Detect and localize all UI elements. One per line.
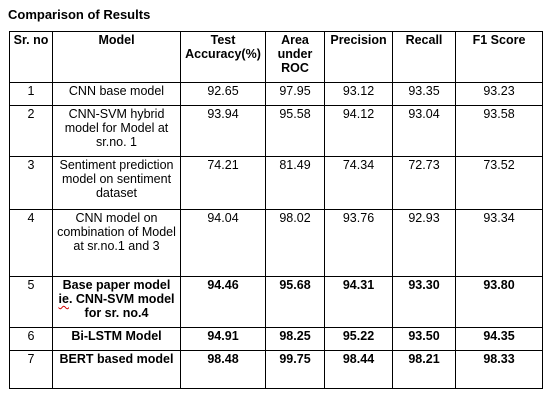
cell-f1-score: 98.33 bbox=[455, 350, 543, 389]
cell-f1-score: 93.58 bbox=[455, 105, 543, 157]
cell-area-under-roc: 98.25 bbox=[265, 327, 325, 351]
cell-sr-no: 5 bbox=[9, 276, 53, 328]
cell-test-accuracy: 94.46 bbox=[180, 276, 266, 328]
cell-precision: 74.34 bbox=[324, 156, 393, 210]
cell-test-accuracy: 98.48 bbox=[180, 350, 266, 389]
cell-recall: 98.21 bbox=[392, 350, 456, 389]
cell-model: Bi-LSTM Model bbox=[52, 327, 181, 351]
cell-sr-no: 4 bbox=[9, 209, 53, 277]
cell-area-under-roc: 99.75 bbox=[265, 350, 325, 389]
cell-test-accuracy: 93.94 bbox=[180, 105, 266, 157]
header-model: Model bbox=[52, 31, 181, 83]
table-row: 6 Bi-LSTM Model 94.91 98.25 95.22 93.50 … bbox=[9, 327, 543, 351]
cell-model: Base paper model ie. CNN-SVM model for s… bbox=[52, 276, 181, 328]
table-row: 3 Sentiment prediction model on sentimen… bbox=[9, 156, 543, 210]
cell-sr-no: 1 bbox=[9, 82, 53, 106]
cell-precision: 98.44 bbox=[324, 350, 393, 389]
header-row: Sr. no Model Test Accuracy(%) Area under… bbox=[9, 31, 543, 83]
cell-model: CNN model on combination of Model at sr.… bbox=[52, 209, 181, 277]
cell-model: CNN-SVM hybrid model for Model at sr.no.… bbox=[52, 105, 181, 157]
header-test-accuracy: Test Accuracy(%) bbox=[180, 31, 266, 83]
cell-recall: 93.04 bbox=[392, 105, 456, 157]
cell-recall: 92.93 bbox=[392, 209, 456, 277]
page-title: Comparison of Results bbox=[8, 7, 151, 22]
cell-sr-no: 7 bbox=[9, 350, 53, 389]
cell-area-under-roc: 95.58 bbox=[265, 105, 325, 157]
cell-test-accuracy: 92.65 bbox=[180, 82, 266, 106]
cell-test-accuracy: 94.04 bbox=[180, 209, 266, 277]
header-f1-score: F1 Score bbox=[455, 31, 543, 83]
cell-recall: 72.73 bbox=[392, 156, 456, 210]
table-row: 4 CNN model on combination of Model at s… bbox=[9, 209, 543, 277]
header-sr-no: Sr. no bbox=[9, 31, 53, 83]
cell-f1-score: 93.34 bbox=[455, 209, 543, 277]
cell-sr-no: 3 bbox=[9, 156, 53, 210]
cell-sr-no: 2 bbox=[9, 105, 53, 157]
cell-f1-score: 93.80 bbox=[455, 276, 543, 328]
cell-recall: 93.50 bbox=[392, 327, 456, 351]
cell-precision: 94.31 bbox=[324, 276, 393, 328]
cell-precision: 93.76 bbox=[324, 209, 393, 277]
cell-area-under-roc: 81.49 bbox=[265, 156, 325, 210]
cell-area-under-roc: 97.95 bbox=[265, 82, 325, 106]
cell-recall: 93.30 bbox=[392, 276, 456, 328]
cell-area-under-roc: 95.68 bbox=[265, 276, 325, 328]
cell-test-accuracy: 74.21 bbox=[180, 156, 266, 210]
header-precision: Precision bbox=[324, 31, 393, 83]
spellcheck-flagged-word: ie bbox=[58, 292, 69, 306]
cell-f1-score: 73.52 bbox=[455, 156, 543, 210]
table-row: 5 Base paper model ie. CNN-SVM model for… bbox=[9, 276, 543, 328]
cell-model: CNN base model bbox=[52, 82, 181, 106]
cell-precision: 95.22 bbox=[324, 327, 393, 351]
cell-f1-score: 93.23 bbox=[455, 82, 543, 106]
cell-model: BERT based model bbox=[52, 350, 181, 389]
results-table: Sr. no Model Test Accuracy(%) Area under… bbox=[9, 31, 543, 389]
cell-area-under-roc: 98.02 bbox=[265, 209, 325, 277]
cell-recall: 93.35 bbox=[392, 82, 456, 106]
header-recall: Recall bbox=[392, 31, 456, 83]
cell-sr-no: 6 bbox=[9, 327, 53, 351]
cell-model: Sentiment prediction model on sentiment … bbox=[52, 156, 181, 210]
table-row: 2 CNN-SVM hybrid model for Model at sr.n… bbox=[9, 105, 543, 157]
model-text-part: . CNN-SVM model for sr. no.4 bbox=[68, 292, 175, 320]
table-row: 7 BERT based model 98.48 99.75 98.44 98.… bbox=[9, 350, 543, 389]
header-area-under-roc: Area under ROC bbox=[265, 31, 325, 83]
model-text-part: Base paper model bbox=[62, 278, 171, 292]
cell-test-accuracy: 94.91 bbox=[180, 327, 266, 351]
cell-precision: 93.12 bbox=[324, 82, 393, 106]
cell-f1-score: 94.35 bbox=[455, 327, 543, 351]
table-row: 1 CNN base model 92.65 97.95 93.12 93.35… bbox=[9, 82, 543, 106]
cell-precision: 94.12 bbox=[324, 105, 393, 157]
